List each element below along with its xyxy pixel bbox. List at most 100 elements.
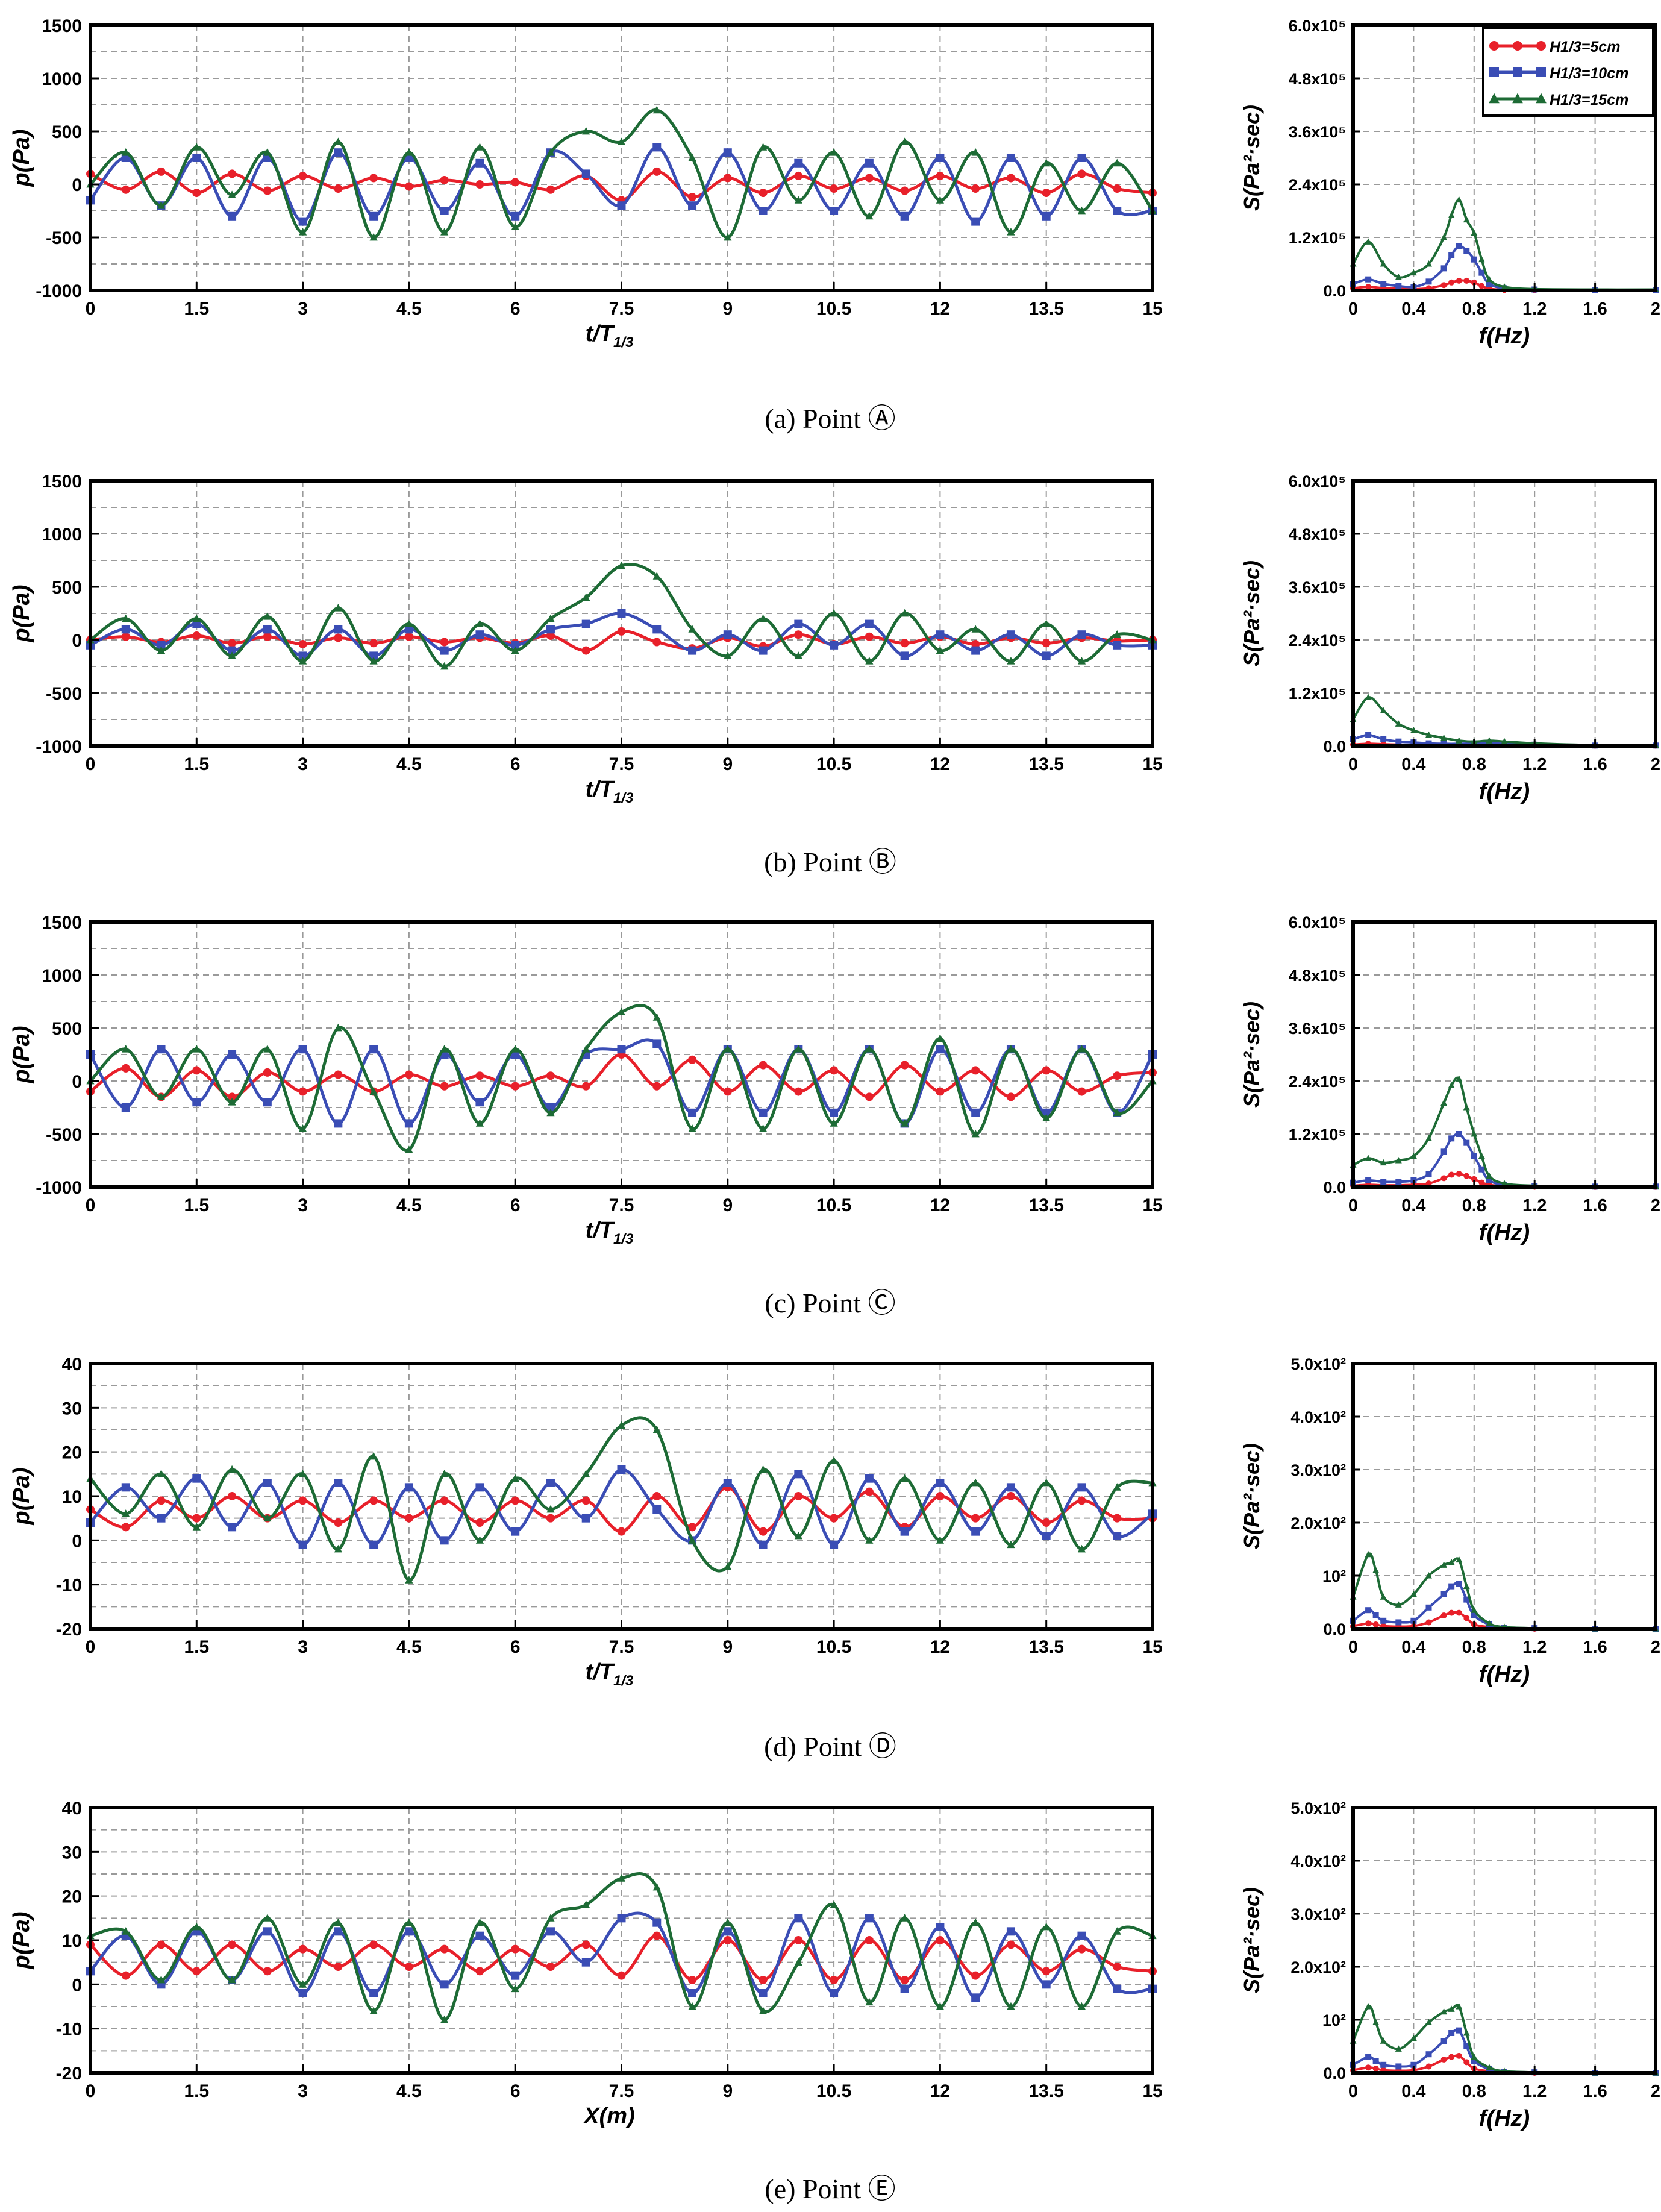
time-point-1 [546, 185, 555, 194]
time-ytick-label: 500 [52, 122, 82, 142]
time-xtick-label: 15 [1142, 1195, 1162, 1215]
panel-caption-1: (a) Point Ⓐ [765, 403, 895, 434]
time-point-3 [1042, 1114, 1051, 1121]
time-point-2 [652, 1039, 662, 1048]
time-point-1 [334, 1963, 343, 1971]
time-point-2 [759, 1108, 768, 1117]
time-xtick-label: 9 [722, 1637, 733, 1657]
spectrum-point-3 [1448, 1559, 1455, 1565]
time-point-3 [192, 1523, 201, 1531]
spectrum-xtick-label: 0 [1348, 2082, 1358, 2101]
time-xtick-label: 1.5 [184, 1195, 209, 1215]
time-point-3 [582, 127, 590, 135]
time-point-1 [440, 1496, 449, 1505]
spectrum-xlabel: f(Hz) [1479, 1662, 1530, 1687]
time-point-2 [298, 1540, 307, 1549]
spectrum-point-3 [1486, 275, 1493, 283]
time-point-1 [936, 1936, 945, 1944]
spectrum-point-2 [1471, 256, 1477, 263]
spectrum-point-3 [1486, 737, 1493, 744]
time-point-2 [511, 641, 520, 650]
spectrum-point-3 [1365, 694, 1372, 700]
spectrum-xtick-label: 0.4 [1401, 755, 1425, 774]
time-point-3 [546, 614, 555, 622]
time-xtick-label: 13.5 [1029, 1637, 1064, 1657]
time-point-1 [794, 1936, 803, 1944]
time-point-2 [475, 158, 484, 168]
spectrum-point-2 [1372, 2058, 1379, 2064]
time-point-1 [900, 1976, 909, 1984]
spectrum-xtick-label: 1.6 [1583, 299, 1607, 319]
spectrum-ytick-label: 4.8x10⁵ [1289, 70, 1346, 88]
time-point-1 [404, 1963, 413, 1971]
time-xtick-label: 7.5 [609, 1637, 634, 1657]
spectrum-point-3 [1471, 1606, 1478, 1613]
time-point-3 [405, 1145, 413, 1153]
time-point-3 [865, 211, 874, 220]
time-ytick-label: -500 [46, 684, 82, 704]
time-point-1 [511, 178, 520, 187]
time-xtick-label: 9 [722, 754, 733, 774]
time-point-3 [334, 137, 342, 145]
spectrum-point-3 [1425, 2019, 1432, 2025]
time-point-1 [546, 1071, 555, 1080]
time-point-3 [228, 1098, 236, 1106]
spectrum-point-3 [1380, 1159, 1387, 1166]
spectrum-xtick-label: 0.8 [1462, 755, 1486, 774]
time-point-1 [794, 171, 803, 180]
time-point-3 [936, 2002, 944, 2010]
time-point-3 [157, 1092, 166, 1100]
time-point-2 [192, 154, 201, 162]
spectrum-point-3 [1410, 1152, 1417, 1159]
spectrum-xtick-label: 0.8 [1462, 2082, 1486, 2101]
spectrum-point-2 [1395, 1179, 1402, 1185]
time-point-2 [369, 651, 378, 660]
spectrum-ytick-label: 2.4x10⁵ [1289, 1073, 1346, 1091]
time-point-1 [369, 174, 378, 183]
time-point-1 [865, 174, 874, 183]
time-point-2 [546, 1103, 555, 1112]
spectrum-ytick-label: 1.2x10⁵ [1289, 1126, 1346, 1144]
time-point-3 [582, 593, 590, 601]
spectrum-point-1 [1372, 1621, 1379, 1628]
spectrum-plot-frame [1351, 1362, 1657, 1631]
panel-caption-2: (b) Point Ⓑ [764, 847, 896, 877]
time-point-2 [652, 625, 662, 634]
spectrum-point-3 [1425, 1135, 1432, 1141]
spectrum-point-2 [1425, 1171, 1432, 1177]
time-xtick-label: 10.5 [816, 2081, 851, 2101]
time-point-2 [369, 1989, 378, 1997]
time-xlabel: t/T1/3 [586, 321, 634, 351]
time-point-2 [617, 1914, 626, 1923]
time-point-2 [936, 1479, 945, 1487]
spectrum-point-3 [1456, 1075, 1463, 1082]
spectrum-xtick-label: 2 [1651, 755, 1660, 774]
spectrum-point-1 [1456, 2052, 1462, 2059]
time-point-2 [865, 619, 874, 628]
time-point-1 [546, 1963, 555, 1971]
spectrum-point-2 [1425, 278, 1432, 285]
spectrum-ytick-label: 0.0 [1323, 1179, 1346, 1197]
time-point-3 [617, 1007, 626, 1015]
time-point-1 [298, 1496, 307, 1505]
time-ytick-label: 1000 [42, 69, 82, 89]
time-point-1 [759, 1976, 768, 1984]
spectrum-point-3 [1395, 1601, 1402, 1608]
time-point-3 [263, 1914, 272, 1922]
time-point-2 [1006, 630, 1015, 639]
time-point-3 [617, 1421, 626, 1429]
spectrum-xtick-label: 1.6 [1583, 2082, 1607, 2101]
time-point-3 [1007, 2002, 1015, 2010]
time-point-1 [900, 639, 909, 648]
time-point-3 [936, 1034, 944, 1042]
time-point-1 [263, 186, 272, 195]
time-point-1 [263, 632, 272, 641]
time-point-3 [652, 1425, 661, 1433]
spectrum-point-3 [1395, 1157, 1402, 1164]
time-xtick-label: 3 [298, 754, 308, 774]
time-point-2 [263, 625, 272, 634]
time-point-2 [157, 1045, 166, 1054]
time-point-2 [581, 169, 590, 178]
spectrum-point-2 [1463, 248, 1470, 254]
